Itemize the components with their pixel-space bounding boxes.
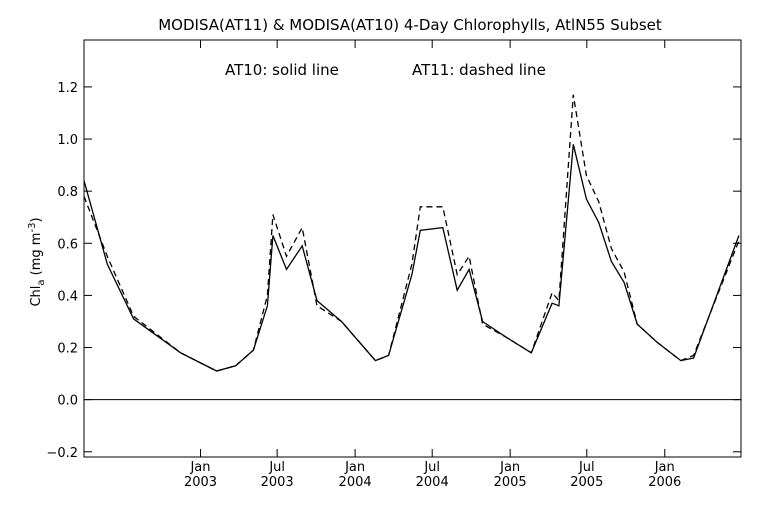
y-tick-label-0: −0.2 [46, 446, 78, 461]
x-tick-year-2: 2004 [339, 475, 372, 490]
y-tick-label-1: 0.0 [57, 394, 78, 409]
x-tick-month-1: Jul [268, 460, 285, 475]
x-tick-month-6: Jan [654, 460, 675, 475]
y-axis-label-main: Chl [29, 286, 44, 307]
y-axis-label-exponent: -3 [27, 223, 38, 233]
x-tick-month-3: Jul [423, 460, 440, 475]
x-tick-year-0: 2003 [184, 475, 217, 490]
y-axis-label-close: ) [29, 217, 44, 222]
annotation-solid-line: AT10: solid line [225, 61, 339, 79]
y-tick-label-4: 0.6 [57, 237, 78, 252]
x-tick-month-4: Jan [499, 460, 520, 475]
plot-frame [83, 39, 742, 458]
y-axis-label-units: (mg m [29, 233, 44, 280]
x-tick-year-6: 2006 [648, 475, 681, 490]
x-tick-year-3: 2004 [416, 475, 449, 490]
y-tick-label-3: 0.4 [57, 289, 78, 304]
y-axis-label-subscript: a [36, 279, 47, 285]
annotation-dashed-line: AT11: dashed line [412, 61, 546, 79]
y-tick-label-6: 1.0 [57, 133, 78, 148]
x-tick-year-4: 2005 [494, 475, 527, 490]
y-tick-label-2: 0.2 [57, 342, 78, 357]
y-axis-ticks: −0.2 0.0 0.2 0.4 0.6 0.8 1.0 1.2 [46, 81, 741, 461]
x-tick-month-2: Jan [344, 460, 365, 475]
x-tick-month-5: Jul [578, 460, 595, 475]
y-tick-label-7: 1.2 [57, 81, 78, 96]
chart-title: MODISA(AT11) & MODISA(AT10) 4-Day Chloro… [158, 16, 662, 34]
y-axis-label: Chla (mg m-3) [27, 217, 47, 306]
x-tick-month-0: Jan [189, 460, 210, 475]
x-tick-year-5: 2005 [570, 475, 603, 490]
x-axis-ticks: Jan2003Jul2003Jan2004Jul2004Jan2005Jul20… [184, 40, 681, 490]
y-tick-label-5: 0.8 [57, 185, 78, 200]
series-layer [83, 94, 740, 372]
series-line-dashed [83, 94, 740, 372]
x-tick-year-1: 2003 [261, 475, 294, 490]
series-line-solid [83, 144, 740, 372]
